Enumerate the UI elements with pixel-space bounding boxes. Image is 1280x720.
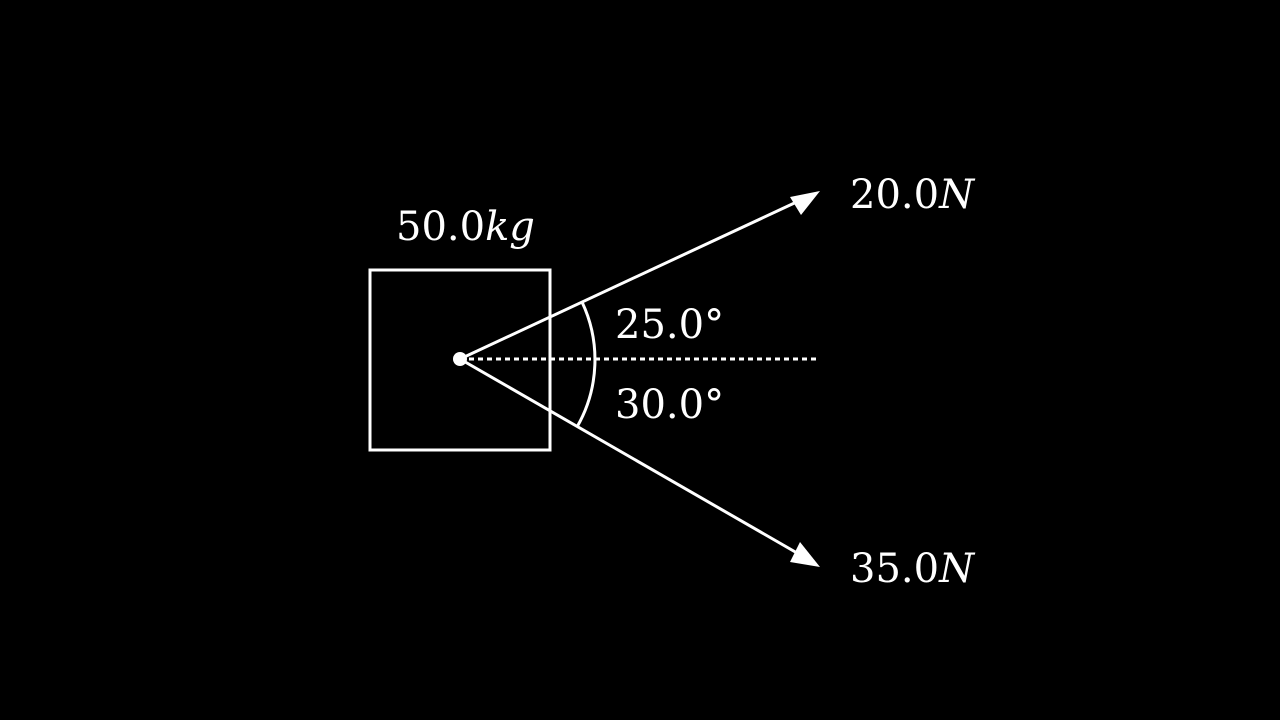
force-vector-lower xyxy=(459,357,805,559)
mass-value: 50.0 xyxy=(396,204,485,250)
force-unit-upper: N xyxy=(938,172,976,218)
force-label-upper: 20.0N xyxy=(850,172,976,218)
force-value-lower: 35.0 xyxy=(850,546,939,592)
force-vector-upper xyxy=(459,197,804,361)
angle-label-lower: 30.0° xyxy=(615,382,724,428)
angle-arc xyxy=(575,301,597,428)
force-value-upper: 20.0 xyxy=(850,172,939,218)
mass-label: 50.0kg xyxy=(396,204,535,250)
mass-unit: kg xyxy=(485,204,535,250)
force-unit-lower: N xyxy=(938,546,976,592)
angle-label-upper: 25.0° xyxy=(615,302,724,348)
force-arrowhead-lower xyxy=(790,542,820,567)
force-origin-point xyxy=(453,352,467,366)
force-label-lower: 35.0N xyxy=(850,546,976,592)
force-arrowhead-upper xyxy=(790,191,820,215)
